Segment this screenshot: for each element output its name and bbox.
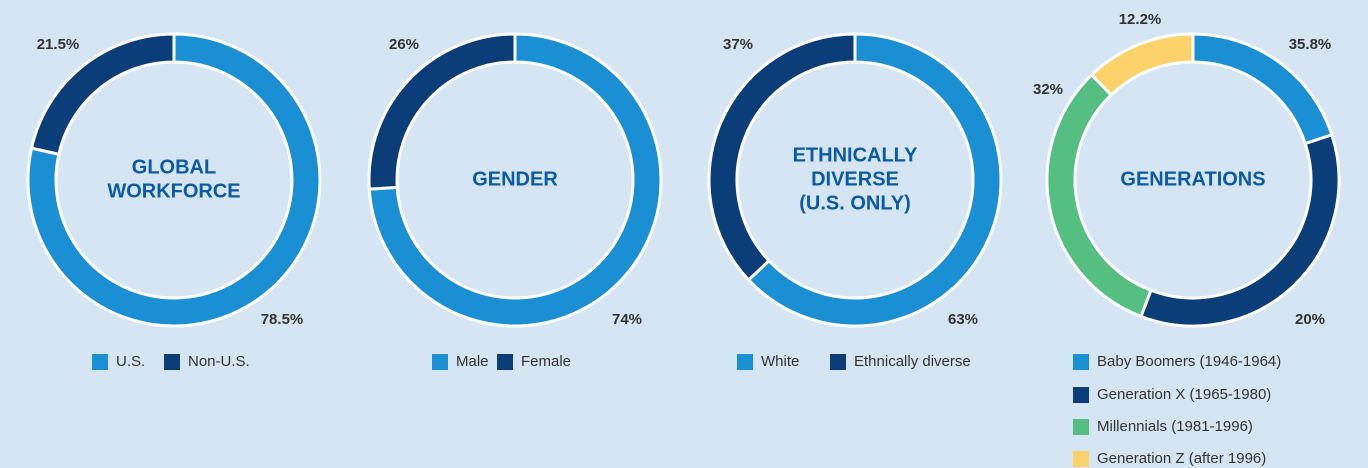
chart-title: WORKFORCE (107, 180, 240, 202)
value-label: 74% (612, 311, 642, 328)
legend-swatch (1073, 419, 1089, 435)
value-label: 21.5% (37, 36, 80, 53)
legend-label: U.S. (116, 353, 145, 370)
legend-label: Male (456, 353, 489, 370)
chart-title: GENERATIONS (1120, 168, 1265, 190)
value-label: 20% (1295, 311, 1325, 328)
legend-label: Non-U.S. (188, 353, 250, 370)
legend-label: Female (521, 353, 571, 370)
donut-segment (707, 32, 857, 283)
legend-label: Ethnically diverse (854, 353, 971, 370)
donut-segment (746, 32, 1003, 328)
legend-swatch (432, 354, 448, 370)
chart-title: GLOBAL (132, 156, 216, 178)
donut-segment (367, 32, 663, 328)
legend-swatch (92, 354, 108, 370)
donut-segment (1089, 32, 1195, 98)
legend-swatch (164, 354, 180, 370)
legend-swatch (497, 354, 513, 370)
legend-swatch (830, 354, 846, 370)
legend-swatch (1073, 354, 1089, 370)
legend-label: Generation X (1965-1980) (1097, 386, 1271, 403)
chart-title: DIVERSE (811, 168, 899, 190)
value-label: 78.5% (261, 311, 304, 328)
chart-title: GENDER (472, 168, 558, 190)
legend-label: Generation Z (after 1996) (1097, 450, 1266, 467)
chart-title: (U.S. ONLY) (799, 192, 911, 214)
donut-segment (29, 32, 176, 157)
value-label: 32% (1033, 81, 1063, 98)
legend-label: Baby Boomers (1946-1964) (1097, 353, 1281, 370)
donut-segment (26, 32, 322, 328)
legend-label: Millennials (1981-1996) (1097, 418, 1253, 435)
legend-swatch (1073, 451, 1089, 467)
legend-label: White (761, 353, 799, 370)
chart-title: ETHNICALLY (793, 144, 918, 166)
value-label: 26% (389, 36, 419, 53)
value-label: 63% (948, 311, 978, 328)
donut-segment (367, 32, 517, 191)
value-label: 12.2% (1119, 11, 1162, 28)
value-label: 35.8% (1289, 36, 1332, 53)
legend-swatch (1073, 387, 1089, 403)
legend-swatch (737, 354, 753, 370)
value-label: 37% (723, 36, 753, 53)
